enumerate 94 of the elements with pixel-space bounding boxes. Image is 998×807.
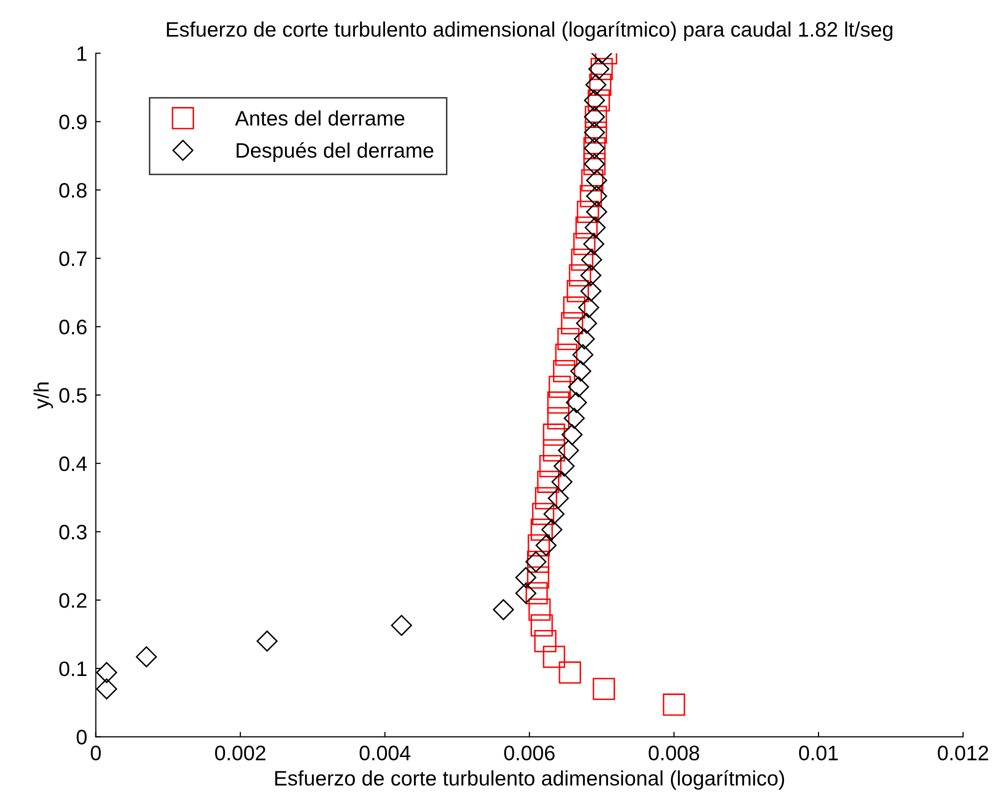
x-tick-label: 0.01 <box>799 746 838 760</box>
point <box>558 661 582 684</box>
point <box>589 74 612 96</box>
point <box>564 408 585 429</box>
point <box>515 582 536 604</box>
point <box>136 646 157 668</box>
point <box>584 90 605 111</box>
point <box>542 439 566 462</box>
point <box>527 566 550 589</box>
point <box>528 598 551 621</box>
y-tick-label: 0.9 <box>59 114 86 130</box>
point <box>526 582 548 604</box>
x-tick-label: 0.008 <box>648 746 700 760</box>
point <box>574 328 595 350</box>
point <box>534 487 558 510</box>
point <box>528 534 550 557</box>
point <box>568 264 592 287</box>
point <box>578 297 600 318</box>
point <box>568 376 590 398</box>
y-tick-label: 0.5 <box>59 388 87 403</box>
point <box>581 249 602 270</box>
point <box>590 58 613 80</box>
point <box>547 391 570 414</box>
point <box>592 678 615 700</box>
x-axis-title: Esfuerzo de corte turbulento adimensional (logarítmico) <box>275 770 784 790</box>
x-tick-label: 0.004 <box>360 746 410 760</box>
point <box>560 312 584 334</box>
point <box>541 519 562 540</box>
chart-title: Esfuerzo de corte turbulento adimensional (logarítmico) para caudal 1.82 lt/seg <box>166 21 892 41</box>
point <box>573 232 596 256</box>
point <box>584 217 606 238</box>
point <box>580 264 602 286</box>
y-tick-label: 0.3 <box>59 524 87 540</box>
point <box>586 201 608 222</box>
point <box>557 328 580 350</box>
point <box>588 89 610 112</box>
point <box>548 376 571 398</box>
point <box>553 360 576 382</box>
point <box>566 280 589 302</box>
point <box>566 392 587 414</box>
point <box>539 455 562 478</box>
point <box>570 360 592 382</box>
y-tick-label: 0.7 <box>59 251 86 266</box>
point <box>530 614 553 636</box>
point <box>580 185 602 208</box>
y-tick-label: 0.4 <box>59 456 87 472</box>
point <box>662 694 686 716</box>
point <box>391 614 412 636</box>
y-tick-label: 0.8 <box>59 182 87 198</box>
point <box>563 296 586 319</box>
point <box>492 599 514 620</box>
y-axis-title: y/h <box>34 382 53 409</box>
point <box>588 58 610 80</box>
point <box>530 518 553 541</box>
point <box>576 312 598 334</box>
point <box>583 233 604 254</box>
y-tick-label: 1 <box>77 46 86 61</box>
point <box>555 344 578 366</box>
point <box>543 503 565 524</box>
point <box>96 678 118 700</box>
point <box>256 630 278 652</box>
y-tick-label: 0.1 <box>59 661 86 676</box>
x-tick-label: 0.006 <box>504 746 555 760</box>
point <box>515 567 536 588</box>
point <box>534 630 556 652</box>
point <box>532 502 554 526</box>
y-tick-label: 0.6 <box>59 320 87 334</box>
point <box>571 248 594 271</box>
y-tick-label: 0 <box>76 730 87 745</box>
point <box>551 471 572 492</box>
point <box>536 534 557 556</box>
point <box>547 407 570 430</box>
point <box>548 488 569 509</box>
legend-label: Después del derrame <box>236 142 434 162</box>
legend-label: Antes del derrame <box>235 110 404 126</box>
point <box>580 280 602 302</box>
point <box>562 424 583 446</box>
point <box>542 646 566 668</box>
point <box>586 186 608 207</box>
point <box>542 424 566 446</box>
y-tick-label: 0.2 <box>59 593 86 608</box>
x-tick-label: 0.002 <box>215 746 266 760</box>
point <box>586 170 608 191</box>
x-tick-label: 0.012 <box>938 746 988 760</box>
point <box>554 456 575 477</box>
point <box>585 74 606 96</box>
point <box>96 662 118 684</box>
x-tick-label: 0 <box>90 746 101 760</box>
point <box>576 200 600 223</box>
point <box>558 440 579 461</box>
point <box>572 344 594 366</box>
point <box>575 216 598 239</box>
point <box>537 470 560 493</box>
point <box>581 169 604 192</box>
